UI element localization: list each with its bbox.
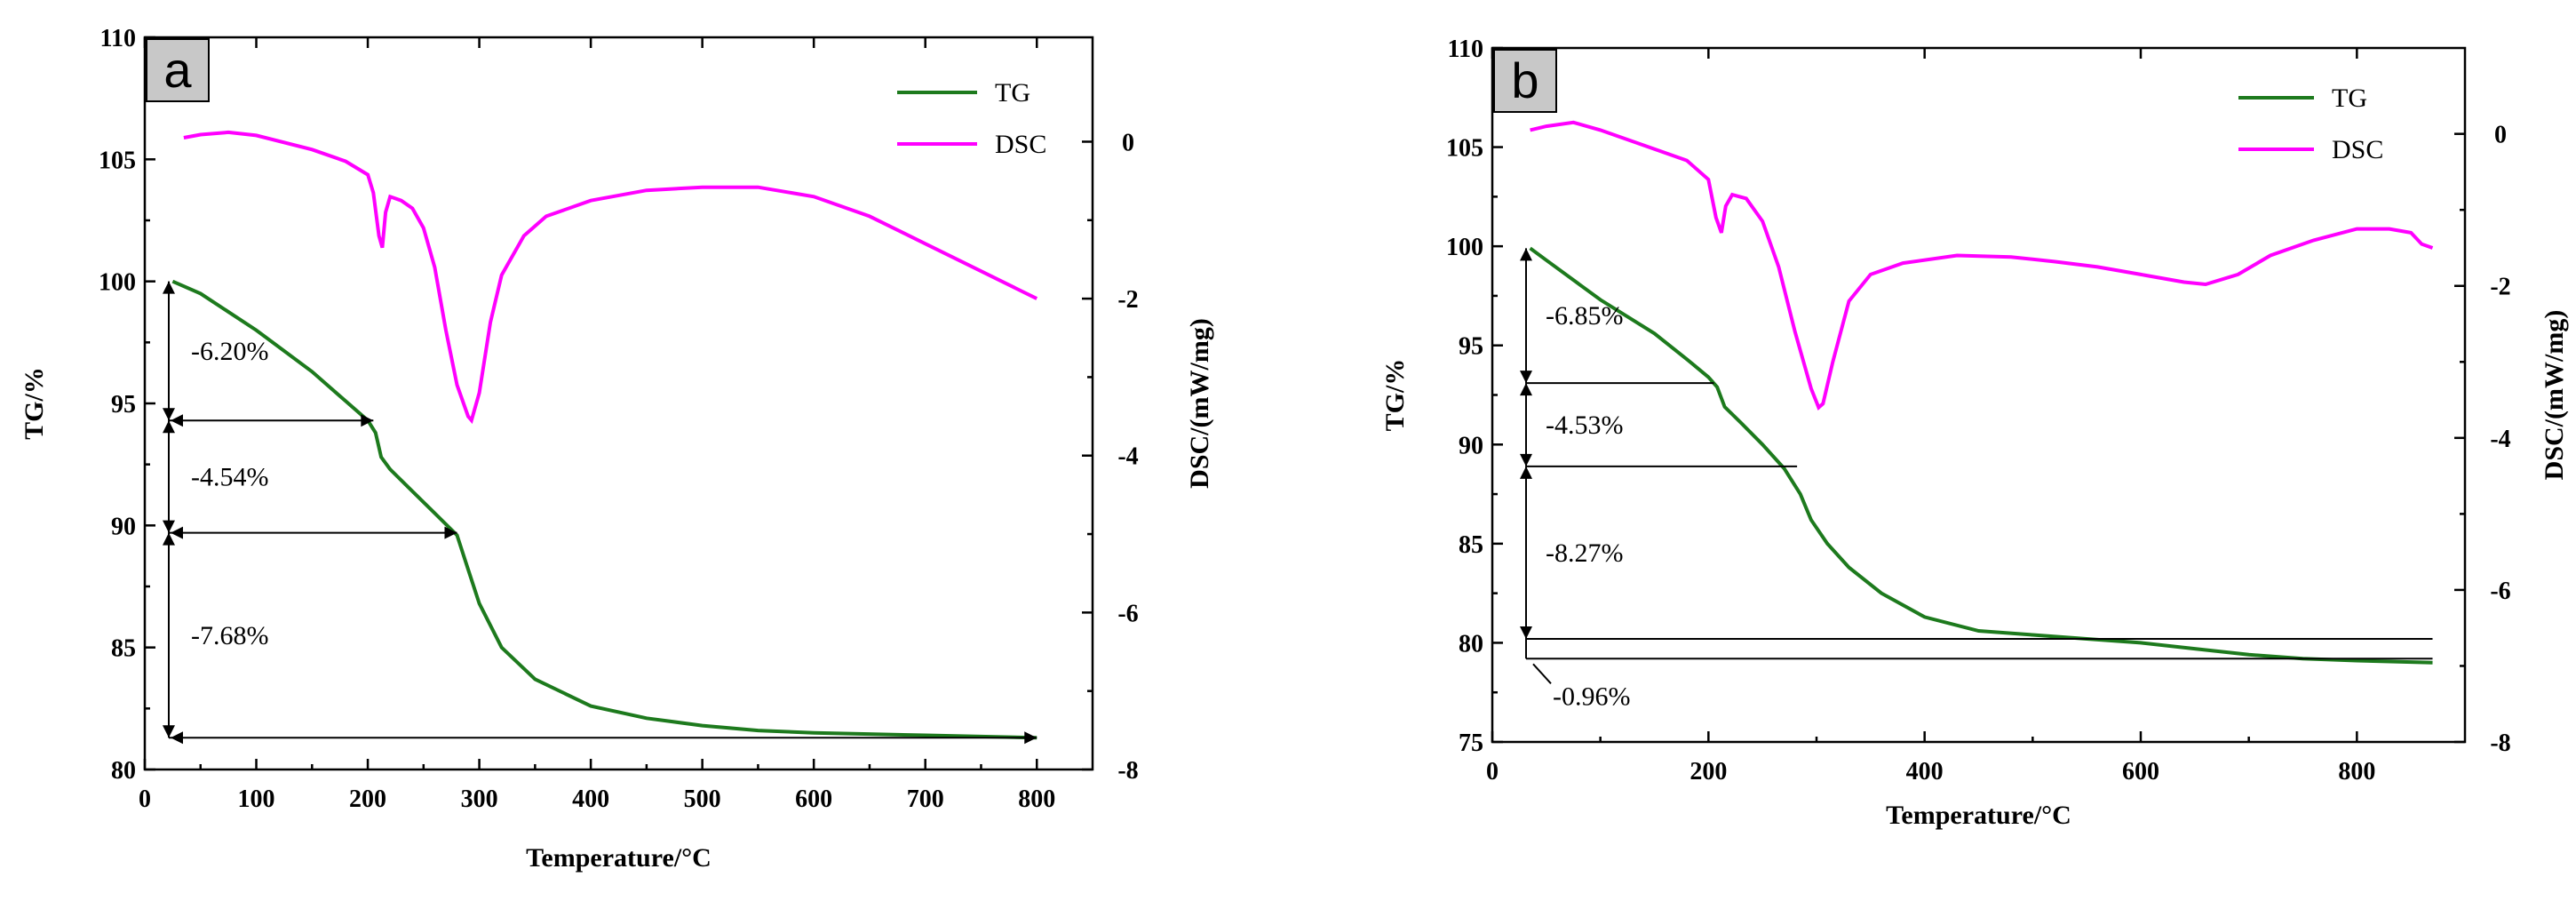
x-tick-label: 800 bbox=[1018, 785, 1055, 813]
annotation-arrow-head bbox=[171, 526, 183, 539]
y-tick-label: 100 bbox=[99, 269, 136, 297]
annotation-arrow-head bbox=[1520, 248, 1532, 261]
panel-label-text: a bbox=[163, 42, 192, 98]
y-tick-label: 95 bbox=[1459, 333, 1483, 361]
y-tick-label: 90 bbox=[111, 513, 136, 540]
x-tick-label: 0 bbox=[1486, 758, 1499, 785]
y-axis-title: TG/% bbox=[20, 367, 49, 440]
annotation-arrow-head bbox=[163, 408, 175, 421]
y-tick-label: 95 bbox=[111, 391, 136, 419]
y-tick-label: 90 bbox=[1459, 432, 1483, 459]
y-tick-label: 85 bbox=[111, 635, 136, 663]
y-tick-label: 80 bbox=[1459, 630, 1483, 658]
x-tick-label: 200 bbox=[1690, 758, 1727, 785]
y2-axis-title: DSC/(mW/mg) bbox=[2540, 310, 2569, 481]
panel-label: a bbox=[146, 38, 210, 102]
y-axis-title: TG/% bbox=[1380, 359, 1410, 432]
annotation-arrow-head bbox=[1520, 626, 1532, 639]
y-tick-label: 100 bbox=[1446, 234, 1483, 261]
annotation-arrow-head bbox=[1520, 383, 1532, 396]
panel-label-box bbox=[1493, 49, 1557, 113]
x-tick-label: 400 bbox=[572, 785, 609, 813]
annotation-arrow-head bbox=[1520, 371, 1532, 384]
annotation-arrow-head bbox=[163, 420, 175, 434]
x-tick-label: 0 bbox=[139, 785, 151, 813]
y-tick-label: 85 bbox=[1459, 531, 1483, 559]
y2-tick-label: 0 bbox=[2494, 122, 2507, 149]
y2-tick-label: -8 bbox=[1117, 757, 1138, 785]
x-tick-label: 600 bbox=[2122, 758, 2159, 785]
series-tg-line bbox=[171, 279, 1038, 740]
x-tick-label: 400 bbox=[1906, 758, 1944, 785]
y2-tick-label: -2 bbox=[2490, 274, 2510, 301]
y2-tick-label: -8 bbox=[2490, 730, 2510, 757]
x-tick-label: 100 bbox=[238, 785, 275, 813]
x-tick-label: 800 bbox=[2338, 758, 2375, 785]
annotation-arrow-head bbox=[163, 725, 175, 738]
x-axis-title: Temperature/°C bbox=[526, 843, 712, 873]
annotation-label: -4.54% bbox=[191, 462, 268, 491]
y2-tick-label: -6 bbox=[2490, 578, 2510, 605]
x-axis-title: Temperature/°C bbox=[1886, 801, 2071, 830]
plot-frame bbox=[1491, 46, 2467, 744]
legend-label-dsc: DSC bbox=[995, 130, 1046, 159]
annotation-arrow-head bbox=[163, 520, 175, 533]
plot-frame bbox=[143, 36, 1094, 771]
annotation-arrow-head bbox=[163, 532, 175, 546]
y-tick-label: 80 bbox=[111, 757, 136, 785]
annotation-arrow-head bbox=[171, 414, 183, 427]
annotation-arrow-head bbox=[361, 414, 374, 427]
annotation-arrow-head bbox=[163, 281, 175, 294]
annotation-label: -4.53% bbox=[1546, 411, 1623, 440]
x-tick-label: 500 bbox=[684, 785, 721, 813]
x-tick-label: 700 bbox=[907, 785, 944, 813]
annotation-label: -0.96% bbox=[1553, 682, 1630, 711]
series-dsc-line bbox=[1530, 120, 2434, 411]
y-tick-label: 105 bbox=[99, 147, 136, 174]
y2-axis-title: DSC/(mW/mg) bbox=[1185, 318, 1214, 489]
annotation-leader-line bbox=[1532, 663, 1552, 684]
y-tick-label: 75 bbox=[1459, 730, 1483, 757]
y2-tick-label: -4 bbox=[2490, 426, 2510, 453]
panel-label: b bbox=[1493, 49, 1557, 113]
annotation-arrow-head bbox=[1520, 466, 1532, 479]
panel-b: 0 200 400 600 800 75 80 85 90 95 100 105 110 0 -2 -4 -6 -… bbox=[1380, 36, 2569, 830]
legend-label-dsc: DSC bbox=[2332, 135, 2383, 164]
annotation-arrow-head bbox=[1024, 731, 1038, 745]
legend-label-tg: TG bbox=[995, 78, 1030, 108]
y-tick-label: 110 bbox=[100, 25, 136, 52]
annotation-label: -8.27% bbox=[1546, 538, 1623, 568]
y2-tick-label: -6 bbox=[1117, 600, 1138, 627]
y-tick-label: 110 bbox=[1448, 36, 1483, 63]
y2-tick-label: 0 bbox=[1122, 129, 1134, 156]
annotation-label: -6.85% bbox=[1546, 301, 1623, 331]
y2-tick-label: -4 bbox=[1117, 443, 1138, 471]
annotation-label: -7.68% bbox=[191, 621, 268, 650]
x-tick-label: 200 bbox=[349, 785, 386, 813]
y-tick-label: 105 bbox=[1446, 135, 1483, 163]
annotation-arrow-head bbox=[444, 526, 457, 539]
legend-label-tg: TG bbox=[2332, 84, 2367, 113]
y2-tick-label: -2 bbox=[1117, 286, 1138, 314]
annotation-arrow-head bbox=[171, 731, 183, 745]
series-tg-line bbox=[1529, 246, 2433, 665]
annotation-label: -6.20% bbox=[191, 337, 268, 366]
panel-a: 0 100 200 300 400 500 600 700 800 80 85 90 95 100 105 1… bbox=[20, 25, 1214, 873]
x-tick-label: 600 bbox=[795, 785, 832, 813]
annotation-arrow-head bbox=[1520, 453, 1532, 466]
panel-label-text: b bbox=[1511, 52, 1538, 108]
series-dsc-line bbox=[183, 130, 1038, 425]
panel-label-box bbox=[146, 38, 210, 102]
x-tick-label: 300 bbox=[461, 785, 498, 813]
